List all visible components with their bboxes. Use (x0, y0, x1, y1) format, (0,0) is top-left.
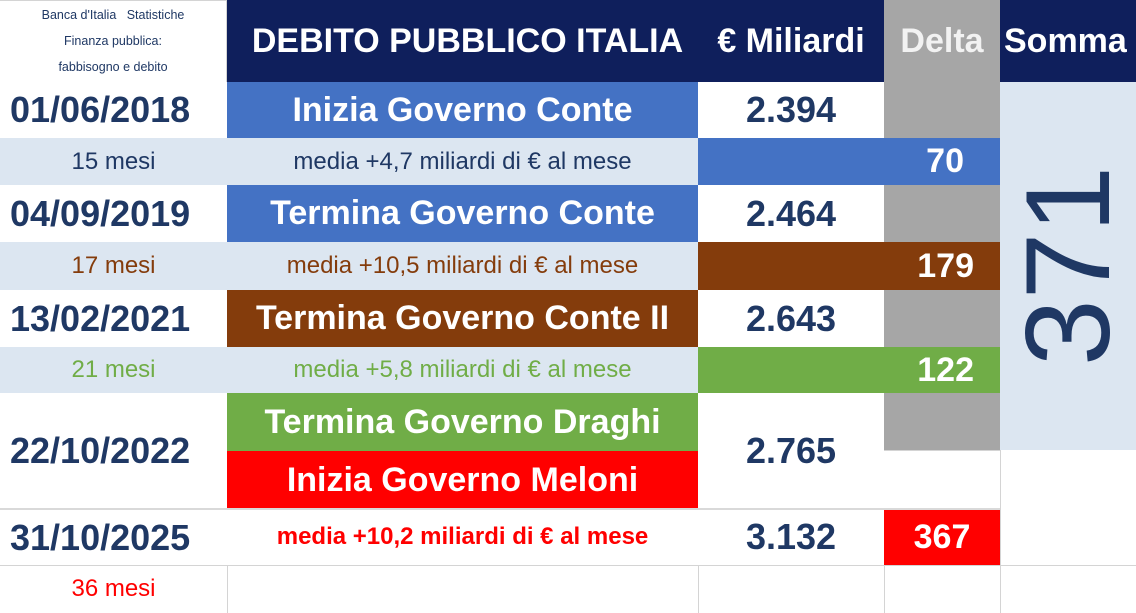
header-title: DEBITO PUBBLICO ITALIA (227, 0, 698, 82)
grid-line (227, 565, 228, 613)
grid-line (1000, 450, 1001, 565)
debt-value: 2.394 (745, 89, 837, 130)
months-cell: 15 mesi (0, 138, 227, 185)
date-cell: 01/06/2018 (10, 89, 191, 130)
delta-spacer (884, 82, 1000, 138)
grid-line (884, 565, 885, 613)
debt-value: 2.464 (745, 192, 837, 234)
delta-value: 179 (698, 242, 1000, 290)
header-delta: Delta (884, 0, 1000, 82)
monthly-average: media +4,7 miliardi di € al mese (227, 138, 698, 185)
date-cell: 13/02/2021 (10, 297, 191, 339)
monthly-average: media +5,8 miliardi di € al mese (227, 347, 698, 393)
source-note: Banca d'Italia Statistiche Finanza pubbl… (0, 0, 227, 82)
row-separator (0, 508, 1000, 510)
empty-cell (884, 450, 1000, 509)
date-cell: 04/09/2019 (10, 192, 191, 234)
debt-value: 3.132 (745, 516, 837, 557)
debt-value: 2.765 (745, 430, 837, 471)
somma-total: 371 (1001, 165, 1135, 367)
source-line-1: Banca d'Italia Statistiche (41, 8, 185, 22)
delta-value: 70 (698, 138, 1000, 185)
event-cell: Termina Governo Conte (227, 185, 698, 242)
delta-value: 367 (884, 509, 1000, 565)
somma-cell: 371 (1000, 82, 1136, 450)
delta-spacer (884, 185, 1000, 242)
event-cell: Termina Governo Conte II (227, 290, 698, 347)
months-cell: 17 mesi (0, 242, 227, 290)
header-somma: Somma (1000, 0, 1136, 82)
event-cell: Inizia Governo Conte (227, 82, 698, 138)
monthly-average: media +10,2 miliardi di € al mese (276, 523, 649, 550)
grid-line (698, 565, 699, 613)
months-cell: 36 mesi (71, 575, 156, 602)
monthly-average: media +10,5 miliardi di € al mese (227, 242, 698, 290)
date-cell: 31/10/2025 (0, 509, 227, 565)
grid-line (0, 565, 1136, 566)
months-cell: 21 mesi (0, 347, 227, 393)
delta-spacer (884, 290, 1000, 347)
grid-line (1000, 565, 1001, 613)
header-unit: € Miliardi (698, 0, 884, 82)
delta-value: 122 (698, 347, 1000, 393)
event-cell: Inizia Governo Meloni (227, 451, 698, 509)
event-cell: Termina Governo Draghi (227, 393, 698, 451)
source-line-3: fabbisogno e debito (58, 60, 168, 74)
delta-spacer (884, 393, 1000, 450)
source-line-2: Finanza pubblica: (64, 34, 162, 48)
debt-value: 2.643 (745, 297, 837, 339)
date-cell: 22/10/2022 (10, 430, 191, 471)
